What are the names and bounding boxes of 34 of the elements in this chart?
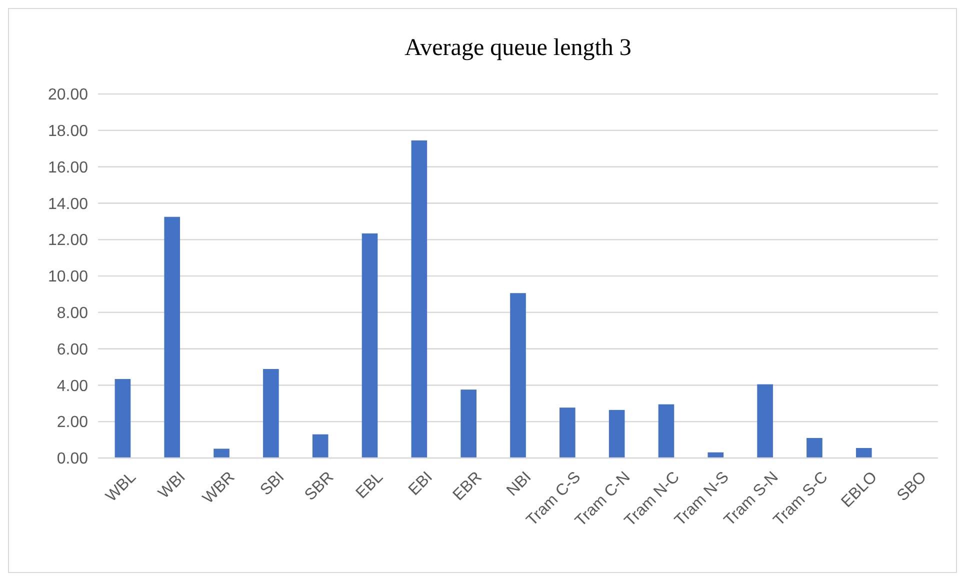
bar [510, 293, 526, 458]
x-tick-label: EBI [406, 468, 436, 499]
y-tick-label: 4.00 [56, 378, 88, 395]
x-tick-label: EBL [353, 468, 387, 502]
chart-title: Average queue length 3 [404, 35, 632, 61]
bar [560, 408, 576, 458]
x-tick-label: WBL [102, 468, 140, 506]
y-tick-label: 6.00 [56, 341, 88, 358]
bar [411, 140, 428, 458]
y-tick-label: 14.00 [48, 196, 88, 213]
bar [164, 216, 180, 458]
y-tick-label: 12.00 [48, 232, 88, 250]
bar [757, 384, 773, 458]
bar [608, 410, 625, 458]
y-tick-label: 16.00 [48, 159, 88, 176]
bar [263, 369, 279, 458]
x-tick-label: NBI [504, 468, 535, 500]
y-tick-label: 18.00 [48, 123, 88, 140]
y-tick-label: 8.00 [56, 305, 88, 322]
y-tick-label: 2.00 [56, 414, 88, 432]
bar [806, 438, 822, 458]
bar [460, 390, 476, 458]
bar [214, 448, 230, 458]
x-tick-label: WBI [155, 468, 189, 502]
x-tick-label: SBI [257, 468, 288, 499]
bar [362, 233, 378, 458]
y-tick-label: 10.00 [48, 268, 88, 286]
bar [708, 452, 724, 458]
y-tick-label: 0.00 [56, 450, 88, 468]
bar [312, 434, 328, 458]
y-tick-label: 20.00 [48, 86, 88, 104]
bar [114, 379, 131, 458]
bar [856, 448, 872, 458]
bar [658, 404, 674, 458]
